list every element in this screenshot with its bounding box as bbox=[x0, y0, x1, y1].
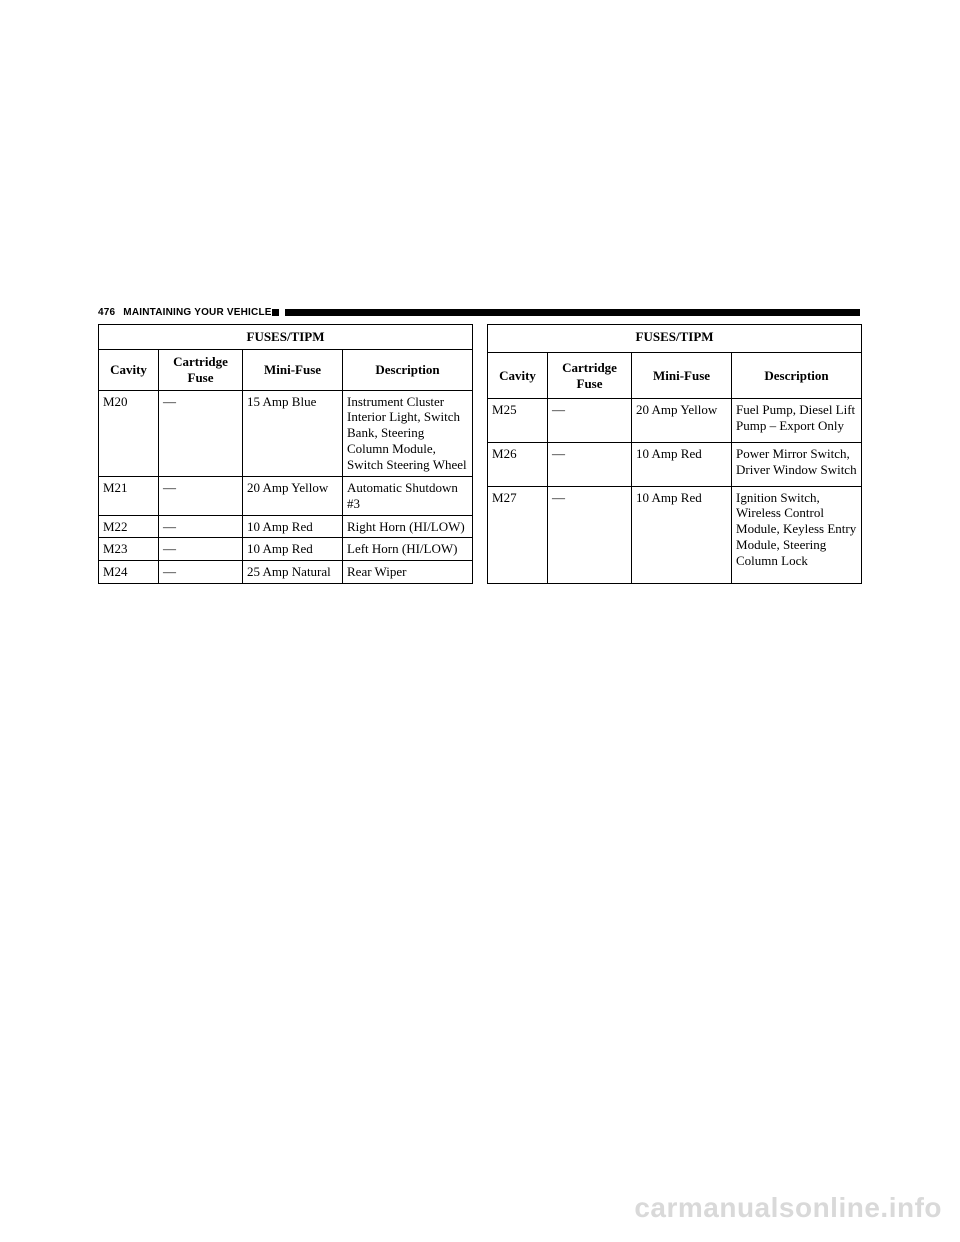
cell-cartridge: — bbox=[159, 515, 243, 538]
cell-description: Instrument Cluster Interior Light, Switc… bbox=[343, 390, 473, 476]
table-row: M22 — 10 Amp Red Right Horn (HI/LOW) bbox=[99, 515, 473, 538]
header-square-icon bbox=[272, 309, 279, 316]
table-row: M25 — 20 Amp Yellow Fuel Pump, Diesel Li… bbox=[488, 399, 862, 443]
cell-description: Rear Wiper bbox=[343, 561, 473, 584]
page-content: 476 MAINTAINING YOUR VEHICLE FUSES/TIPM … bbox=[98, 307, 860, 584]
table-row: M23 — 10 Amp Red Left Horn (HI/LOW) bbox=[99, 538, 473, 561]
cell-cavity: M23 bbox=[99, 538, 159, 561]
col-cavity: Cavity bbox=[99, 349, 159, 390]
fuse-table-right: FUSES/TIPM Cavity Cartridge Fuse Mini-Fu… bbox=[487, 324, 862, 584]
cell-cavity: M24 bbox=[99, 561, 159, 584]
col-cartridge: Cartridge Fuse bbox=[548, 353, 632, 399]
cell-cartridge: — bbox=[159, 561, 243, 584]
cell-minifuse: 10 Amp Red bbox=[243, 538, 343, 561]
col-cartridge: Cartridge Fuse bbox=[159, 349, 243, 390]
section-title: MAINTAINING YOUR VEHICLE bbox=[123, 307, 271, 318]
cell-cavity: M20 bbox=[99, 390, 159, 476]
table-row: M21 — 20 Amp Yellow Automatic Shutdown #… bbox=[99, 476, 473, 515]
cell-minifuse: 15 Amp Blue bbox=[243, 390, 343, 476]
cell-minifuse: 25 Amp Natural bbox=[243, 561, 343, 584]
cell-description: Right Horn (HI/LOW) bbox=[343, 515, 473, 538]
cell-cavity: M22 bbox=[99, 515, 159, 538]
table-row: M24 — 25 Amp Natural Rear Wiper bbox=[99, 561, 473, 584]
cell-cavity: M21 bbox=[99, 476, 159, 515]
table-row: M20 — 15 Amp Blue Instrument Cluster Int… bbox=[99, 390, 473, 476]
cell-cartridge: — bbox=[159, 538, 243, 561]
fuse-table-left: FUSES/TIPM Cavity Cartridge Fuse Mini-Fu… bbox=[98, 324, 473, 584]
table-row: M27 — 10 Amp Red Ignition Switch, Wirele… bbox=[488, 486, 862, 584]
cell-minifuse: 10 Amp Red bbox=[632, 486, 732, 584]
tables-container: FUSES/TIPM Cavity Cartridge Fuse Mini-Fu… bbox=[98, 324, 860, 584]
header-bar bbox=[285, 309, 860, 316]
col-description: Description bbox=[343, 349, 473, 390]
cell-minifuse: 10 Amp Red bbox=[632, 442, 732, 486]
table-header-row: Cavity Cartridge Fuse Mini-Fuse Descript… bbox=[99, 349, 473, 390]
cell-cavity: M26 bbox=[488, 442, 548, 486]
cell-cartridge: — bbox=[548, 399, 632, 443]
cell-minifuse: 20 Amp Yellow bbox=[632, 399, 732, 443]
watermark: carmanualsonline.info bbox=[634, 1192, 942, 1224]
cell-description: Fuel Pump, Diesel Lift Pump – Export Onl… bbox=[732, 399, 862, 443]
cell-cavity: M27 bbox=[488, 486, 548, 584]
cell-cartridge: — bbox=[159, 476, 243, 515]
page-number: 476 bbox=[98, 307, 115, 318]
col-minifuse: Mini-Fuse bbox=[243, 349, 343, 390]
cell-cavity: M25 bbox=[488, 399, 548, 443]
page-header: 476 MAINTAINING YOUR VEHICLE bbox=[98, 307, 860, 318]
cell-minifuse: 10 Amp Red bbox=[243, 515, 343, 538]
table-title-row: FUSES/TIPM bbox=[99, 325, 473, 350]
col-cavity: Cavity bbox=[488, 353, 548, 399]
table-title: FUSES/TIPM bbox=[99, 325, 473, 350]
table-title: FUSES/TIPM bbox=[488, 325, 862, 353]
cell-description: Power Mirror Switch, Driver Window Switc… bbox=[732, 442, 862, 486]
cell-cartridge: — bbox=[548, 442, 632, 486]
col-description: Description bbox=[732, 353, 862, 399]
table-row: M26 — 10 Amp Red Power Mirror Switch, Dr… bbox=[488, 442, 862, 486]
cell-cartridge: — bbox=[159, 390, 243, 476]
cell-description: Left Horn (HI/LOW) bbox=[343, 538, 473, 561]
cell-description: Ignition Switch, Wireless Control Module… bbox=[732, 486, 862, 584]
cell-description: Automatic Shutdown #3 bbox=[343, 476, 473, 515]
cell-minifuse: 20 Amp Yellow bbox=[243, 476, 343, 515]
table-title-row: FUSES/TIPM bbox=[488, 325, 862, 353]
table-header-row: Cavity Cartridge Fuse Mini-Fuse Descript… bbox=[488, 353, 862, 399]
cell-cartridge: — bbox=[548, 486, 632, 584]
col-minifuse: Mini-Fuse bbox=[632, 353, 732, 399]
